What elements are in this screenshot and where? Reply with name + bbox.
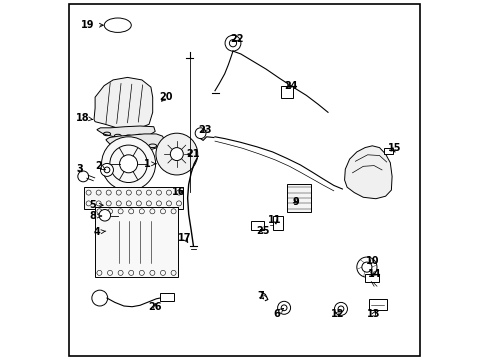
Polygon shape — [97, 126, 155, 139]
Text: 15: 15 — [387, 143, 401, 153]
Bar — [250, 221, 263, 230]
Circle shape — [156, 133, 197, 175]
Circle shape — [102, 137, 155, 191]
Text: 6: 6 — [273, 309, 283, 319]
Text: 11: 11 — [268, 215, 281, 225]
Text: 8: 8 — [89, 211, 102, 221]
Bar — [384, 148, 392, 154]
Text: 3: 3 — [76, 164, 83, 174]
Text: 5: 5 — [89, 200, 103, 210]
Bar — [368, 299, 386, 310]
Bar — [160, 293, 173, 301]
Text: 23: 23 — [198, 125, 211, 135]
Circle shape — [78, 171, 88, 182]
Circle shape — [99, 210, 110, 221]
Bar — [272, 216, 283, 230]
Circle shape — [120, 155, 137, 173]
Text: 1: 1 — [143, 159, 156, 169]
Bar — [84, 187, 183, 209]
Text: 22: 22 — [229, 34, 243, 44]
Text: 14: 14 — [367, 269, 381, 279]
Circle shape — [101, 163, 113, 176]
Circle shape — [195, 128, 205, 139]
Text: 21: 21 — [186, 149, 200, 159]
Text: 9: 9 — [292, 197, 298, 207]
Circle shape — [356, 257, 376, 277]
Circle shape — [170, 148, 183, 161]
Bar — [365, 274, 378, 282]
Text: 18: 18 — [76, 113, 93, 123]
Text: 7: 7 — [257, 291, 264, 301]
Bar — [95, 207, 178, 277]
Text: 17: 17 — [178, 233, 191, 243]
Text: 4: 4 — [93, 227, 105, 237]
Text: 25: 25 — [256, 226, 269, 236]
Circle shape — [92, 290, 107, 306]
Polygon shape — [94, 77, 152, 130]
Bar — [280, 86, 293, 98]
Text: 24: 24 — [283, 81, 297, 91]
Text: 13: 13 — [366, 309, 380, 319]
Polygon shape — [106, 134, 164, 151]
Text: 20: 20 — [159, 92, 172, 102]
Text: 19: 19 — [81, 20, 103, 30]
Text: 2: 2 — [95, 161, 105, 171]
Text: 16: 16 — [172, 186, 185, 197]
Text: 10: 10 — [365, 256, 378, 266]
Circle shape — [277, 301, 290, 314]
Text: 26: 26 — [148, 302, 162, 312]
Circle shape — [334, 302, 347, 315]
Circle shape — [224, 35, 241, 51]
Bar — [286, 184, 311, 212]
Polygon shape — [344, 146, 391, 199]
Text: 12: 12 — [330, 309, 344, 319]
